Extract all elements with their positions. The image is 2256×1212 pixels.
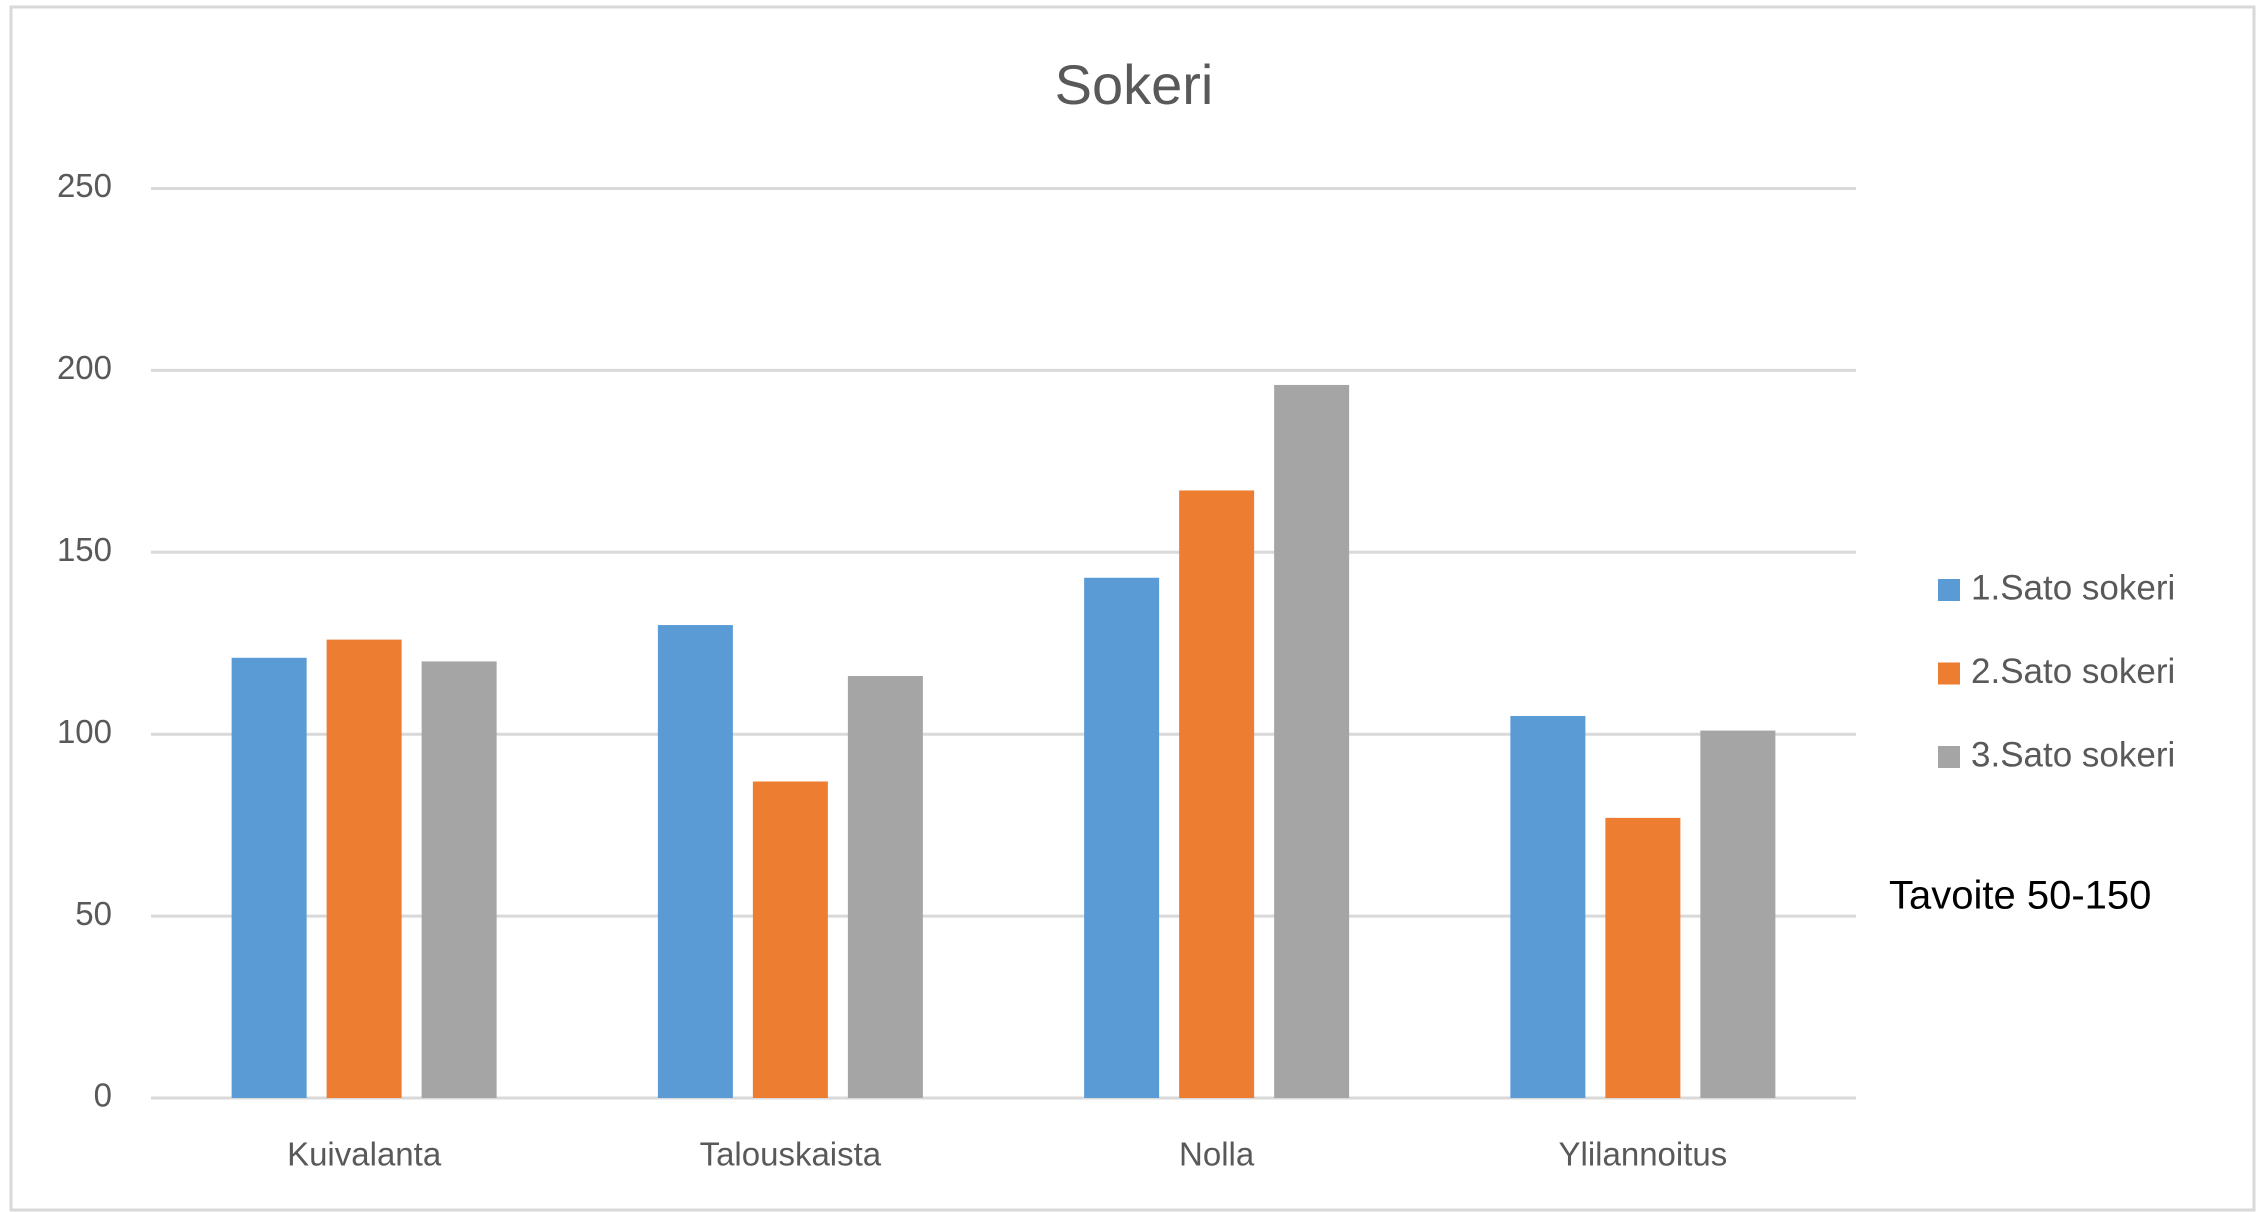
legend-swatch bbox=[1938, 579, 1960, 601]
y-tick-label: 0 bbox=[94, 1077, 112, 1114]
x-tick-label: Kuivalanta bbox=[287, 1136, 442, 1173]
bar bbox=[326, 639, 402, 1098]
bar bbox=[752, 781, 828, 1098]
y-tick-label: 50 bbox=[75, 895, 112, 932]
x-tick-label: Ylilannoitus bbox=[1558, 1136, 1727, 1173]
legend-swatch bbox=[1938, 746, 1960, 768]
x-tick-label: Nolla bbox=[1179, 1136, 1255, 1173]
y-tick-label: 200 bbox=[57, 349, 112, 386]
bar bbox=[421, 661, 497, 1098]
bar bbox=[1510, 716, 1586, 1098]
x-tick-label: Talouskaista bbox=[700, 1136, 882, 1173]
y-tick-label: 100 bbox=[57, 713, 112, 750]
legend-label: 2.Sato sokeri bbox=[1971, 652, 2175, 691]
legend-label: 1.Sato sokeri bbox=[1971, 568, 2175, 607]
bar bbox=[1179, 490, 1255, 1099]
y-tick-label: 150 bbox=[57, 531, 112, 568]
bar bbox=[1700, 730, 1776, 1098]
chart-title: Sokeri bbox=[1055, 53, 1214, 116]
bar bbox=[231, 657, 307, 1098]
legend-label: 3.Sato sokeri bbox=[1971, 735, 2175, 774]
bar bbox=[1084, 577, 1160, 1098]
y-tick-label: 250 bbox=[57, 167, 112, 204]
bar bbox=[1605, 817, 1681, 1098]
bar bbox=[847, 675, 923, 1098]
annotation: Tavoite 50-150 bbox=[1889, 874, 2151, 918]
legend-swatch bbox=[1938, 662, 1960, 685]
bar bbox=[657, 625, 733, 1098]
bar bbox=[1274, 384, 1350, 1098]
